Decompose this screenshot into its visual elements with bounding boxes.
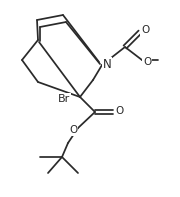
Text: O: O — [143, 57, 151, 67]
Text: Br: Br — [58, 94, 70, 104]
Text: O: O — [69, 125, 77, 135]
Text: O: O — [141, 25, 149, 35]
Text: N: N — [103, 58, 111, 71]
Text: O: O — [115, 106, 123, 116]
